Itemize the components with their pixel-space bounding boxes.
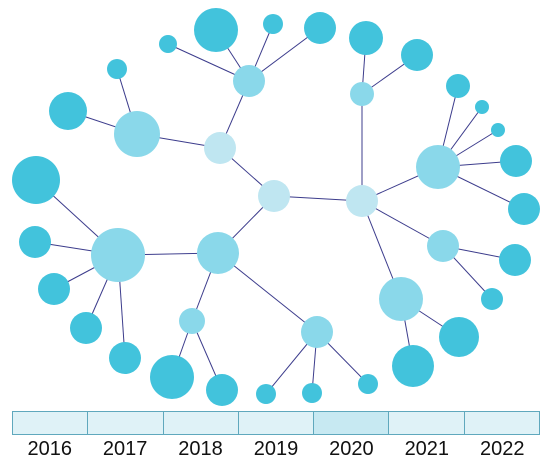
graph-node[interactable] [304, 12, 336, 44]
timeline-cell-2018[interactable] [163, 412, 239, 434]
graph-node[interactable] [302, 383, 322, 403]
graph-node[interactable] [233, 65, 265, 97]
timeline-labels: 2016 2017 2018 2019 2020 2021 2022 [12, 437, 540, 463]
graph-node[interactable] [12, 156, 60, 204]
timeline-cell-2019[interactable] [238, 412, 315, 434]
graph-node[interactable] [349, 21, 383, 55]
graph-node[interactable] [499, 244, 531, 276]
timeline-bar [12, 411, 540, 435]
year-label-2019[interactable]: 2019 [253, 438, 299, 460]
graph-node[interactable] [206, 374, 238, 406]
graph-node[interactable] [38, 273, 70, 305]
graph-nodes [12, 8, 540, 406]
graph-node[interactable] [446, 74, 470, 98]
graph-node[interactable] [197, 232, 239, 274]
graph-node[interactable] [301, 316, 333, 348]
graph-node[interactable] [439, 317, 479, 357]
graph-node[interactable] [427, 230, 459, 262]
graph-node[interactable] [256, 384, 276, 404]
year-label-2016[interactable]: 2016 [27, 438, 72, 460]
graph-node[interactable] [107, 59, 127, 79]
timeline-cell-2020[interactable] [314, 412, 390, 434]
graph-node[interactable] [350, 82, 374, 106]
graph-node[interactable] [416, 145, 460, 189]
graph-node[interactable] [70, 312, 102, 344]
year-label-2021[interactable]: 2021 [404, 438, 450, 460]
graph-node[interactable] [91, 228, 145, 282]
year-label-2022[interactable]: 2022 [479, 438, 525, 460]
graph-node[interactable] [500, 145, 532, 177]
graph-node[interactable] [379, 277, 423, 321]
graph-node[interactable] [150, 355, 194, 399]
graph-node[interactable] [194, 8, 238, 52]
graph-node[interactable] [401, 39, 433, 71]
graph-node[interactable] [263, 14, 283, 34]
graph-node[interactable] [159, 35, 177, 53]
graph-node[interactable] [109, 342, 141, 374]
graph-node[interactable] [204, 132, 236, 164]
graph-edges [34, 23, 525, 395]
graph-node[interactable] [49, 92, 87, 130]
year-label-2020[interactable]: 2020 [329, 438, 374, 460]
timeline-cell-2017[interactable] [88, 412, 164, 434]
graph-node[interactable] [475, 100, 489, 114]
graph-node[interactable] [392, 345, 434, 387]
timeline-cell-2016[interactable] [13, 412, 89, 434]
graph-node[interactable] [258, 180, 290, 212]
graph-node[interactable] [114, 111, 160, 157]
timeline-cell-2022[interactable] [464, 412, 539, 434]
graph-node[interactable] [358, 374, 378, 394]
year-label-2017[interactable]: 2017 [102, 438, 148, 460]
graph-node[interactable] [19, 226, 51, 258]
graph-node[interactable] [481, 288, 503, 310]
graph-edge [217, 252, 318, 333]
year-label-2018[interactable]: 2018 [178, 438, 223, 460]
graph-node[interactable] [491, 123, 505, 137]
graph-node[interactable] [508, 193, 540, 225]
graph-node[interactable] [179, 308, 205, 334]
graph-node[interactable] [346, 185, 378, 217]
timeline-cell-2021[interactable] [389, 412, 465, 434]
